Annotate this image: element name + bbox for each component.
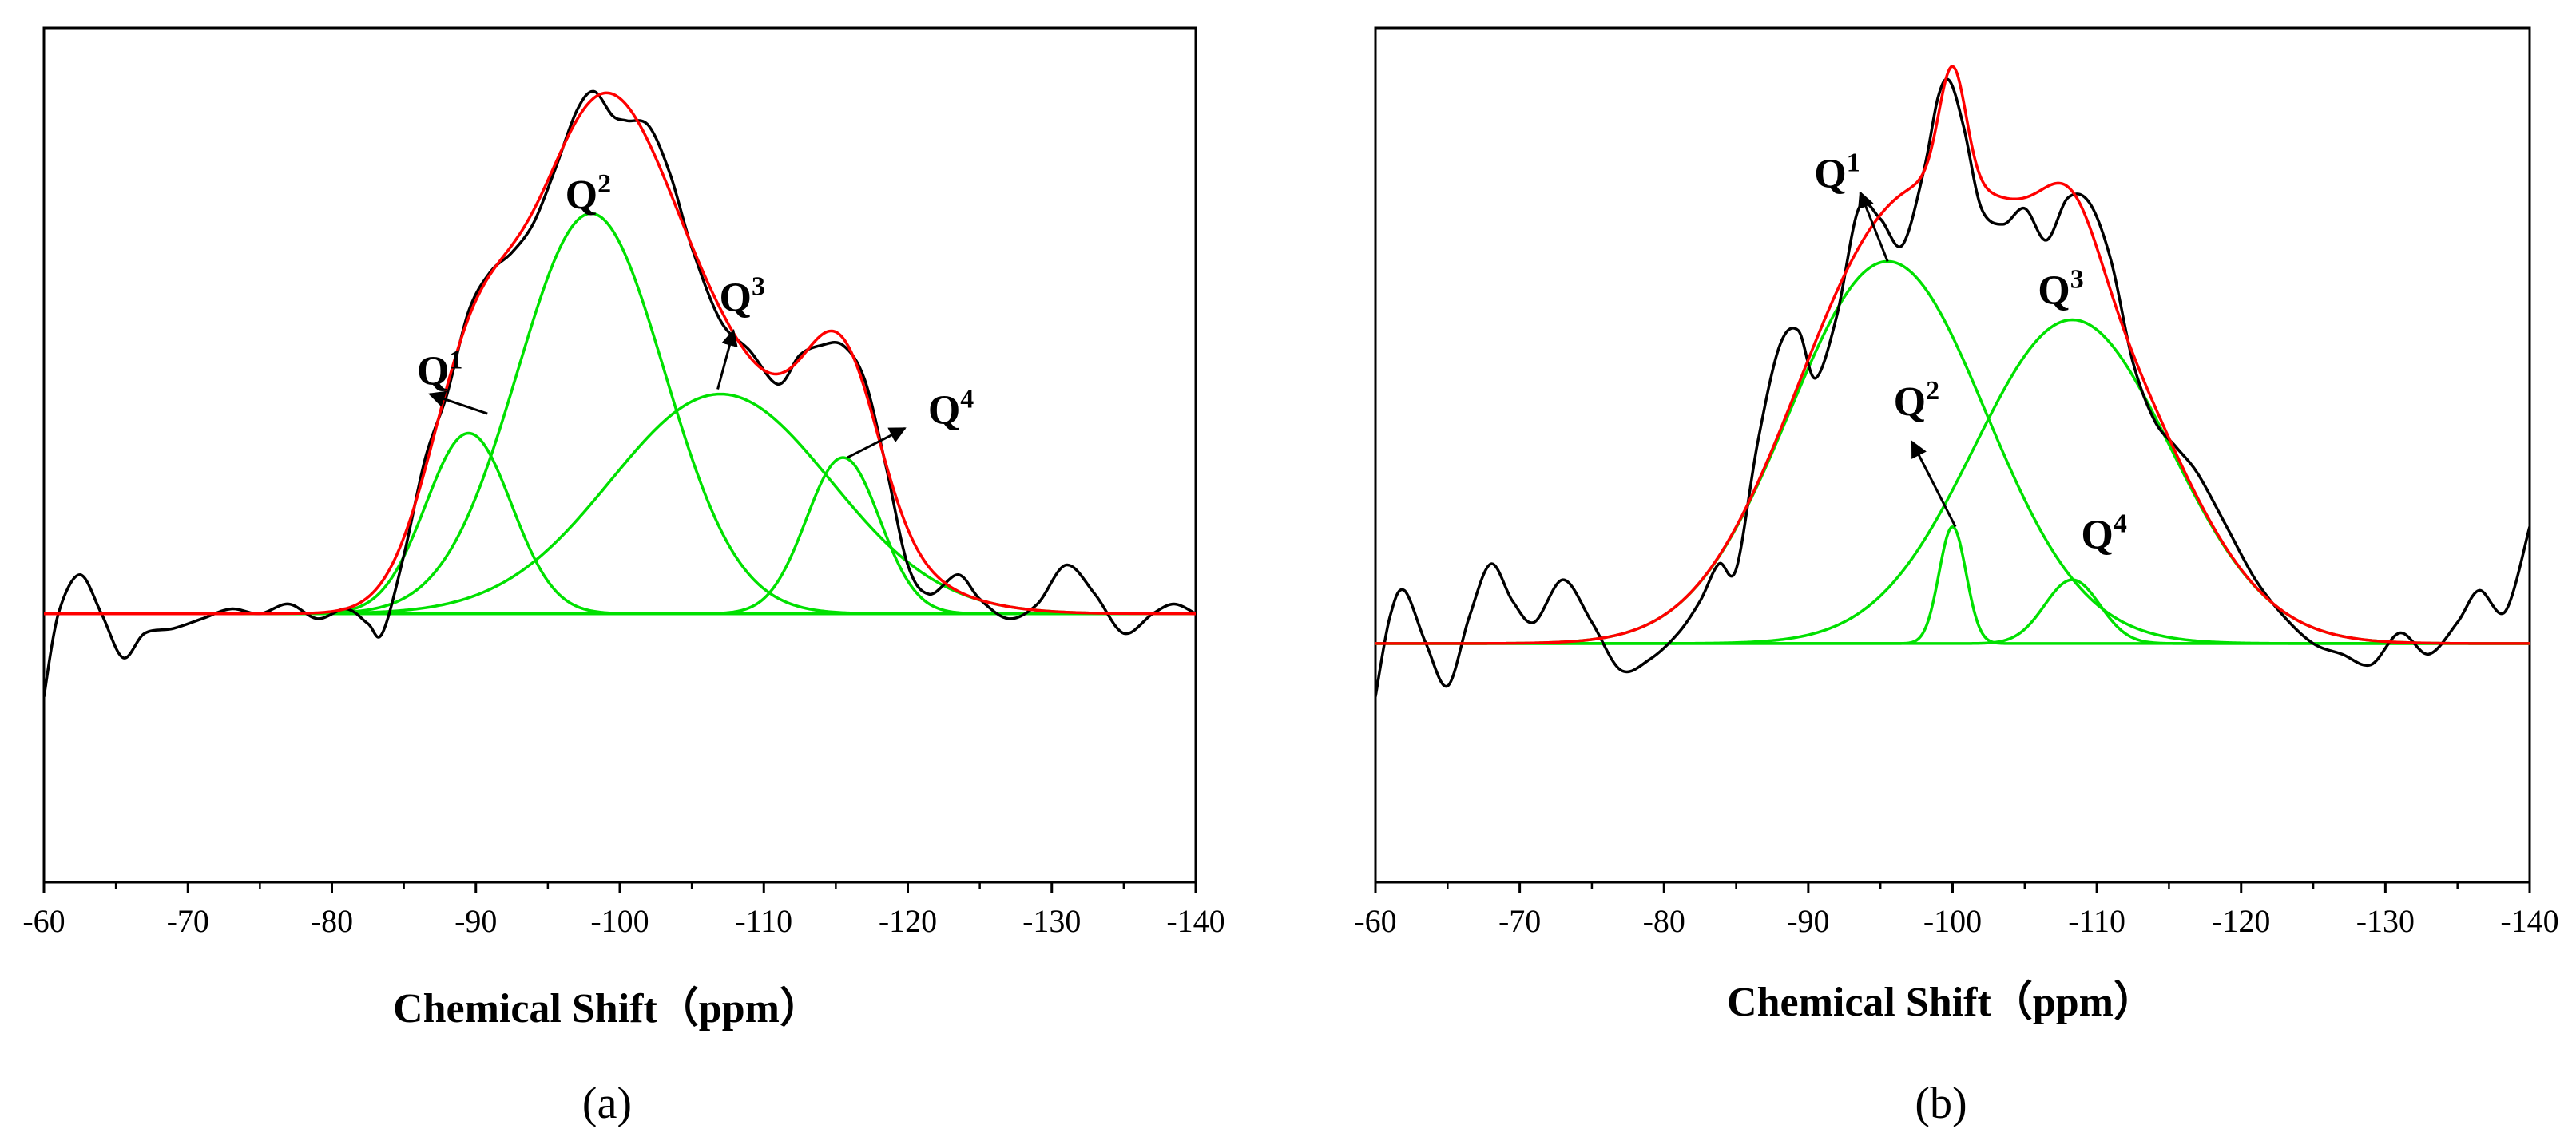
experimental-spectrum-line: [44, 89, 1196, 697]
component-curve-q1: [1375, 259, 2530, 645]
annotation-arrow: [1911, 440, 1957, 528]
x-tick-label: -140: [2500, 903, 2558, 939]
x-tick-label: -80: [311, 903, 353, 939]
annotation-arrow: [847, 427, 907, 459]
plot-frame: [42, 26, 1197, 884]
x-tick-label: -110: [735, 903, 792, 939]
component-curve-q2: [1375, 525, 2530, 645]
annotation-label-q4: Q4: [2081, 509, 2126, 557]
x-tick-label: -100: [1923, 903, 1982, 939]
x-tick-label: -120: [879, 903, 937, 939]
x-tick-label: -120: [2212, 903, 2270, 939]
panel-label: (b): [1915, 1079, 1967, 1128]
component-curve-q4: [44, 456, 1196, 616]
x-tick-label: -70: [1498, 903, 1541, 939]
x-tick-label: -140: [1166, 903, 1224, 939]
x-tick-label: -60: [22, 903, 65, 939]
annotation-label-q1: Q1: [417, 345, 462, 394]
fitted-curve-line: [1375, 65, 2530, 645]
component-curve-q3: [1375, 318, 2530, 645]
chart-panel-a: -60 -70 -80 -90 -100 -110 -120 -130 -140 Q1 Q2 Q3 Q4…: [0, 0, 1286, 1133]
panel-label: (a): [582, 1079, 632, 1128]
annotation-label-q4: Q4: [928, 384, 974, 433]
annotation-label-q2: Q2: [566, 169, 611, 218]
chart-b-svg: -60 -70 -80 -90 -100 -110 -120 -130 -140 Q1 Q2 Q3 Q4…: [1354, 26, 2559, 1128]
annotation-arrow: [1858, 191, 1889, 262]
component-curve-q4: [1375, 578, 2530, 645]
component-curve-q3: [44, 392, 1196, 616]
fitted-curve-line: [44, 91, 1196, 616]
annotation-label-q2: Q2: [1894, 376, 1939, 425]
annotation-label-q3: Q3: [719, 272, 764, 321]
x-tick-label: -110: [2068, 903, 2125, 939]
x-axis-title: Chemical Shift（ppm）: [393, 985, 821, 1032]
plot-frame: [1374, 26, 2531, 884]
x-tick-label: -60: [1354, 903, 1396, 939]
experimental-spectrum-line: [1375, 77, 2530, 697]
x-tick-label: -90: [454, 903, 497, 939]
x-axis-title: Chemical Shift（ppm）: [1727, 979, 2155, 1025]
x-tick-label: -130: [2356, 903, 2415, 939]
annotation-arrow: [428, 390, 488, 415]
x-tick-label: -130: [1022, 903, 1081, 939]
chart-panel-b: -60 -70 -80 -90 -100 -110 -120 -130 -140 Q1 Q2 Q3 Q4…: [1288, 0, 2574, 1133]
chart-a-svg: -60 -70 -80 -90 -100 -110 -120 -130 -140 Q1 Q2 Q3 Q4…: [22, 26, 1225, 1128]
x-tick-label: -80: [1643, 903, 1685, 939]
x-tick-label: -90: [1787, 903, 1829, 939]
annotation-label-q3: Q3: [2038, 265, 2083, 314]
component-curve-q1: [44, 431, 1196, 616]
plot-area: [1375, 65, 2530, 697]
annotation-label-q1: Q1: [1814, 148, 1860, 196]
annotation-arrow: [716, 329, 738, 390]
plot-area: [44, 89, 1196, 697]
x-tick-label: -70: [167, 903, 209, 939]
x-tick-label: -100: [590, 903, 649, 939]
component-curve-q2: [44, 212, 1196, 616]
